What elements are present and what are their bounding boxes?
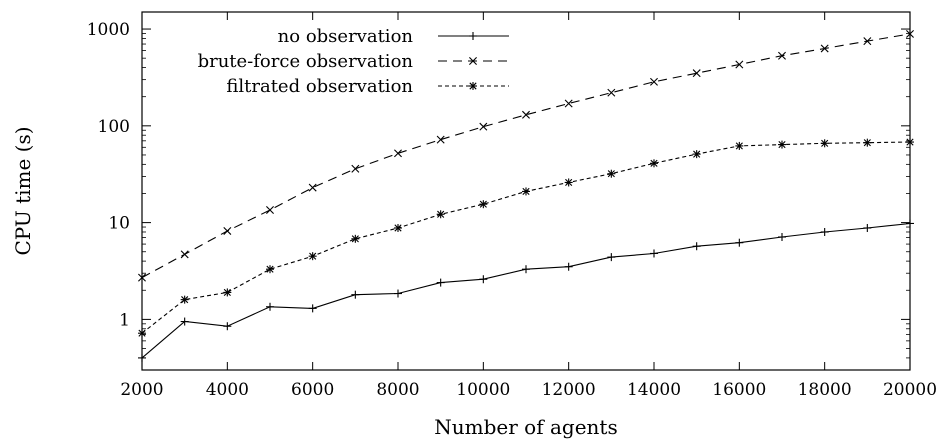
data-point-marker <box>479 200 488 209</box>
data-point-marker <box>266 265 274 274</box>
data-point-marker <box>692 69 701 78</box>
x-tick-label: 20000 <box>883 380 937 400</box>
data-point-marker <box>180 295 189 304</box>
legend-label: brute-force observation <box>198 51 414 72</box>
data-point-marker <box>138 353 146 362</box>
data-point-marker <box>394 223 402 232</box>
data-point-marker <box>650 249 658 258</box>
data-point-marker <box>180 317 189 326</box>
data-point-marker <box>820 227 829 236</box>
data-point-marker <box>778 51 786 60</box>
data-point-marker <box>906 138 914 147</box>
data-point-marker <box>820 44 829 53</box>
legend-label: no observation <box>278 26 414 47</box>
x-tick-label: 10000 <box>456 380 510 400</box>
data-point-marker <box>394 289 402 298</box>
y-tick-label: 10 <box>108 214 130 234</box>
legend-label: filtrated observation <box>226 76 413 97</box>
data-point-marker <box>266 206 274 214</box>
data-point-marker <box>650 159 658 168</box>
x-tick-label: 12000 <box>542 380 596 400</box>
data-point-marker <box>308 304 317 313</box>
series-line-2 <box>141 141 911 334</box>
data-point-marker <box>778 233 786 242</box>
series-line-0 <box>141 222 911 359</box>
data-point-marker <box>351 290 360 299</box>
y-tick-label: 1000 <box>87 20 130 40</box>
data-point-marker <box>436 210 445 219</box>
data-point-marker <box>564 99 573 108</box>
data-point-marker <box>436 278 445 287</box>
data-point-marker <box>394 149 402 158</box>
legend: no observation brute-force observation fil… <box>198 26 509 97</box>
data-point-marker <box>223 288 232 297</box>
data-point-marker <box>692 150 701 159</box>
data-point-marker <box>778 140 786 149</box>
data-point-marker <box>180 250 189 259</box>
data-point-marker <box>469 32 477 40</box>
x-tick-label: 4000 <box>206 380 249 400</box>
data-point-marker <box>692 242 701 251</box>
data-point-marker <box>469 82 477 90</box>
data-point-marker <box>735 60 744 69</box>
data-point-marker <box>607 253 616 262</box>
y-axis-title: CPU time (s) <box>11 126 35 255</box>
data-point-marker <box>607 88 616 97</box>
data-point-marker <box>522 110 530 119</box>
data-point-marker <box>351 234 360 243</box>
data-point-marker <box>351 164 360 173</box>
data-point-marker <box>820 139 829 148</box>
data-point-marker <box>266 302 274 311</box>
y-tick-label: 1 <box>119 310 130 330</box>
data-point-marker <box>138 273 146 282</box>
data-point-marker <box>522 265 530 274</box>
y-tick-label: 100 <box>98 117 130 137</box>
data-point-marker <box>650 77 658 86</box>
x-tick-label: 8000 <box>376 380 419 400</box>
data-point-marker <box>906 219 914 228</box>
data-point-marker <box>223 226 232 235</box>
data-point-marker <box>863 138 872 147</box>
data-point-marker <box>479 122 488 131</box>
data-point-marker <box>735 141 744 150</box>
x-tick-label: 18000 <box>798 380 852 400</box>
data-point-marker <box>522 187 530 196</box>
data-point-marker <box>735 238 744 247</box>
data-point-marker <box>564 178 573 187</box>
data-point-marker <box>223 322 232 331</box>
data-point-marker <box>906 29 914 38</box>
x-tick-label: 6000 <box>291 380 334 400</box>
data-point-marker <box>863 37 872 46</box>
data-point-marker <box>564 262 573 271</box>
plot-frame <box>141 11 911 371</box>
data-point-marker <box>863 223 872 232</box>
data-point-marker <box>436 135 445 144</box>
data-point-marker <box>469 57 477 65</box>
x-tick-label: 16000 <box>712 380 766 400</box>
x-tick-label: 14000 <box>627 380 681 400</box>
data-point-marker <box>308 252 317 261</box>
data-point-marker <box>308 183 317 192</box>
x-tick-label: 2000 <box>120 380 163 400</box>
data-point-marker <box>138 329 146 338</box>
x-axis-title: Number of agents <box>434 415 617 439</box>
data-point-marker <box>479 275 488 284</box>
data-point-marker <box>607 169 616 178</box>
